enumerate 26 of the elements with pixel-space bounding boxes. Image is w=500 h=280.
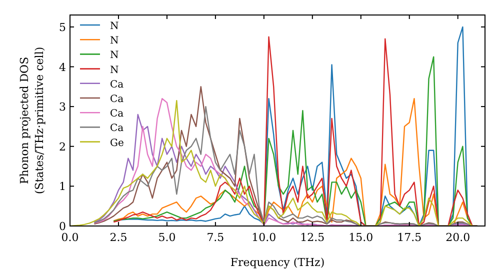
y-tick-label: 0 [59,220,66,233]
legend-label: N [110,21,119,32]
y-axis-title: Phonon projected DOS (States/THz·primitive cell) [18,46,46,194]
legend-label: Ca [110,108,124,120]
x-tick-label: 0.0 [61,231,79,244]
x-tick-label: 2.5 [110,231,128,244]
x-tick-label: 20.0 [446,231,470,244]
x-tick-label: 10.0 [252,231,276,244]
legend-label: N [110,50,119,62]
x-tick-label: 15.0 [348,231,374,244]
legend-label: Ge [110,138,124,149]
y-tick-label: 2 [59,140,66,154]
legend-label: N [110,64,119,76]
x-axis-title: Frequency (THz) [230,256,325,269]
y-tick-label: 1 [59,180,66,194]
legend-label: Ca [110,94,124,105]
x-tick-label: 5.0 [158,231,176,244]
y-tick-label: 5 [59,20,66,34]
y-tick-label: 3 [59,100,66,114]
x-tick-label: 7.5 [206,231,224,244]
x-tick-label: 12.5 [300,231,325,244]
legend-label: N [110,36,119,47]
x-tick-label: 17.5 [397,231,422,244]
legend-label: Ca [110,123,124,134]
y-tick-label: 4 [59,60,66,74]
legend-label: Ca [110,79,124,90]
